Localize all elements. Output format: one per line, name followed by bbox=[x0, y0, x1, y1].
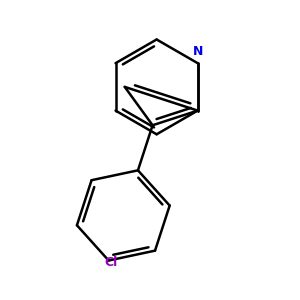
Text: N: N bbox=[193, 45, 203, 58]
Text: Cl: Cl bbox=[104, 256, 117, 268]
